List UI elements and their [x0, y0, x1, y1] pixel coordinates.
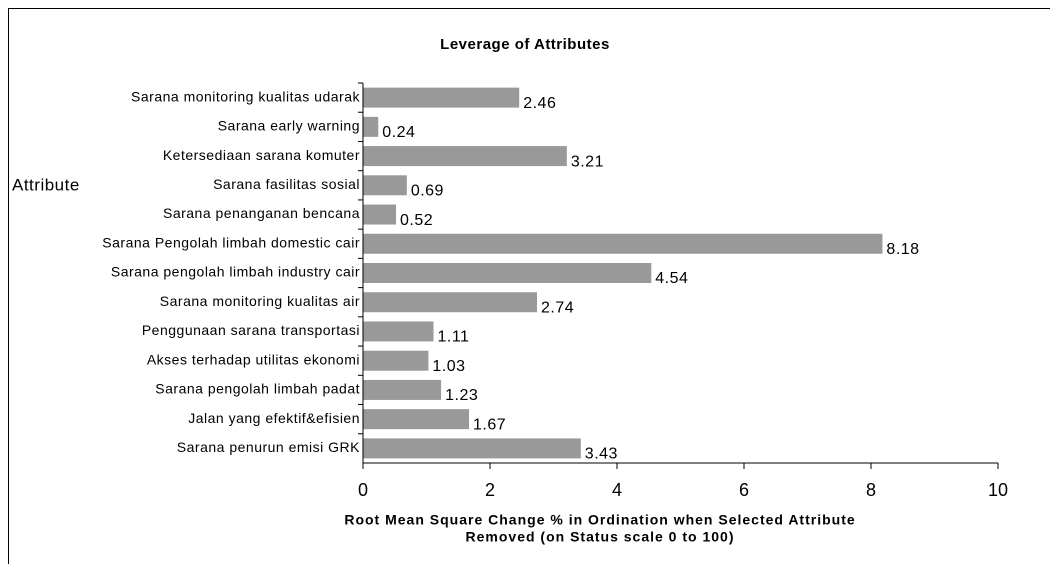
bar	[363, 438, 581, 459]
data-label: 1.23	[445, 387, 478, 404]
data-label: 4.54	[655, 270, 688, 287]
x-tick-label: 4	[612, 480, 622, 500]
x-tick-label: 10	[988, 480, 1008, 500]
data-label: 1.67	[473, 416, 506, 433]
data-label: 2.74	[541, 299, 574, 316]
frame	[8, 8, 1050, 564]
bar	[363, 146, 567, 167]
y-tick-label: Sarana Pengolah limbah domestic cair	[102, 234, 360, 250]
x-tick-label: 6	[739, 480, 749, 500]
bar	[363, 409, 470, 430]
y-tick-label: Akses terhadap utilitas ekonomi	[147, 351, 360, 367]
x-tick-label: 0	[358, 480, 368, 500]
data-label: 1.03	[432, 358, 465, 375]
y-tick-label: Sarana penurun emisi GRK	[177, 439, 360, 455]
bar	[363, 116, 379, 137]
bar	[363, 204, 397, 225]
bar	[363, 379, 442, 400]
y-tick-label: Sarana pengolah limbah padat	[155, 381, 360, 397]
y-tick-label: Sarana early warning	[218, 118, 360, 134]
data-label: 0.69	[411, 183, 444, 200]
y-tick-label: Sarana fasilitas sosial	[213, 176, 360, 192]
x-tick-label: 2	[485, 480, 495, 500]
y-tick-label: Sarana pengolah limbah industry cair	[111, 264, 360, 280]
data-label: 8.18	[886, 241, 919, 258]
bar	[363, 233, 883, 254]
x-axis-label: Removed (on Status scale 0 to 100)	[466, 529, 735, 545]
data-label: 1.11	[437, 329, 469, 346]
y-axis-label: Attribute	[12, 175, 80, 194]
bar	[363, 175, 407, 196]
x-axis-label: Root Mean Square Change % in Ordination …	[344, 512, 855, 528]
y-tick-label: Sarana monitoring kualitas air	[160, 293, 360, 309]
y-tick-label: Penggunaan sarana transportasi	[142, 322, 360, 338]
data-label: 3.21	[571, 153, 604, 170]
data-label: 0.52	[400, 212, 433, 229]
bar	[363, 292, 537, 313]
data-label: 3.43	[585, 446, 618, 463]
bar	[363, 87, 520, 108]
y-tick-label: Sarana monitoring kualitas udarak	[131, 88, 360, 104]
bar	[363, 263, 652, 283]
y-tick-label: Sarana penanganan bencana	[163, 205, 360, 221]
bar	[363, 321, 434, 342]
y-tick-label: Jalan yang efektif&efisien	[188, 410, 360, 426]
data-label: 2.46	[523, 95, 556, 112]
chart-title: Leverage of Attributes	[440, 36, 610, 53]
bar	[363, 350, 429, 371]
y-tick-label: Ketersediaan sarana komuter	[163, 147, 360, 163]
x-tick-label: 8	[866, 480, 876, 500]
data-label: 0.24	[382, 124, 415, 141]
